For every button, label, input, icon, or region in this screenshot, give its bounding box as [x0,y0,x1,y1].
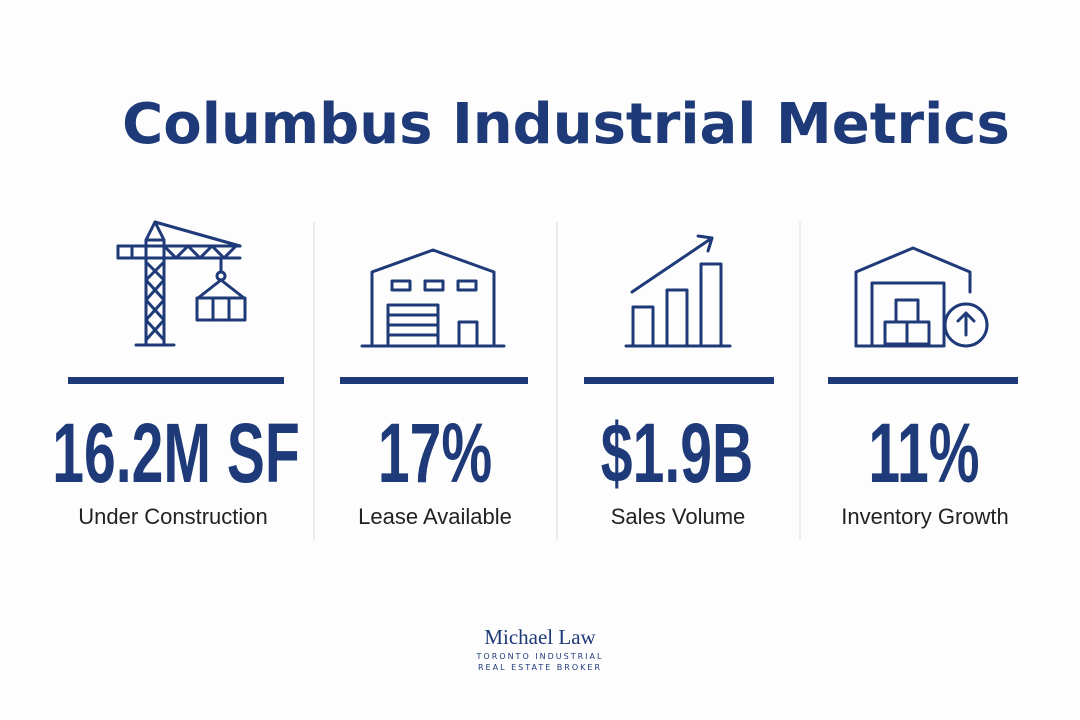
warehouse-icon [360,248,506,348]
brand-name: Michael Law [484,625,596,649]
metric-value: $1.9B [601,407,753,501]
metric-value: 11% [868,407,979,501]
metric: 16.2M SF [52,407,300,501]
metric-value: 16.2M SF [52,407,300,501]
brand-tagline: REAL ESTATE BROKER [478,663,602,672]
metric-label: Under Construction [78,504,268,529]
inventory-icon [854,246,989,348]
dividers [313,222,801,540]
rule [340,377,528,384]
crane-icon [116,220,247,347]
rule [68,377,284,384]
metric: $1.9B [601,407,753,501]
rule [828,377,1018,384]
metric-label: Inventory Growth [841,504,1009,529]
growth-chart-icon [624,234,732,348]
metric-value: 17% [378,407,492,501]
metric: 17% [378,407,492,501]
rule [584,377,774,384]
metric: 11% [868,407,979,501]
brand-tagline: TORONTO INDUSTRIAL [476,652,604,661]
metric-label: Sales Volume [611,504,746,529]
rules [68,377,1018,384]
title: Columbus Industrial Metrics [122,92,1010,157]
metric-label: Lease Available [358,504,512,529]
